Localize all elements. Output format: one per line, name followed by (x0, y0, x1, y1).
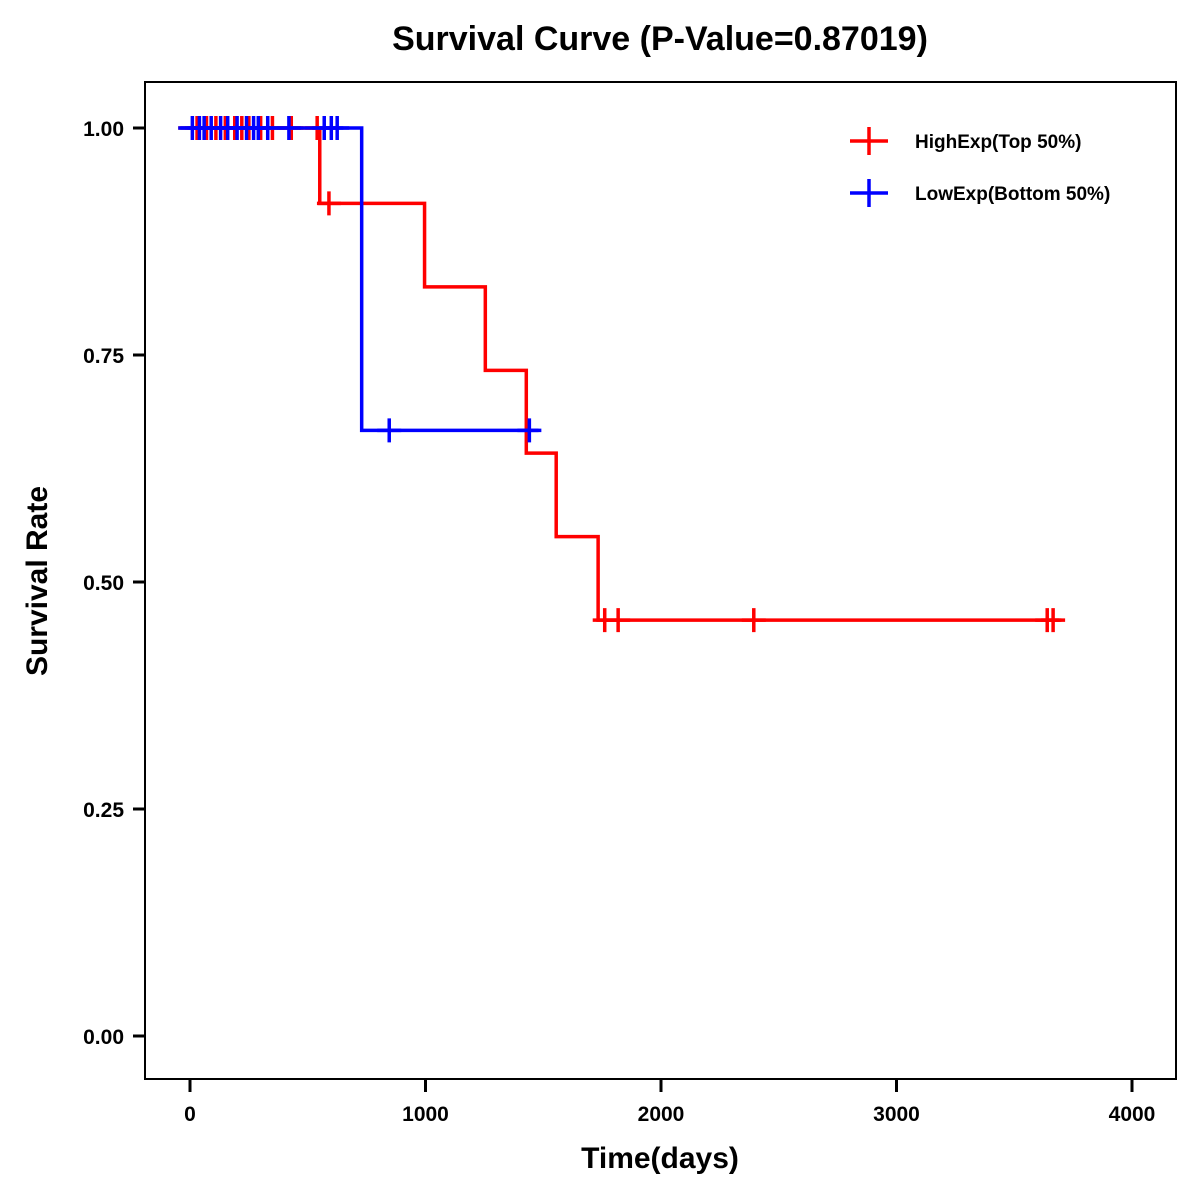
x-axis-label: Time(days) (581, 1142, 739, 1175)
censor-mark (255, 116, 280, 140)
y-tick-label: 1.00 (83, 118, 124, 141)
legend-cross-icon (850, 127, 888, 155)
x-tick-label: 3000 (873, 1103, 920, 1126)
legend-label: HighExp(Top 50%) (915, 132, 1081, 153)
legend-item: HighExp(Top 50%) (850, 127, 1081, 155)
x-tick-label: 2000 (638, 1103, 685, 1126)
legend-item: LowExp(Bottom 50%) (850, 179, 1110, 207)
plot-frame (144, 81, 1177, 1080)
legend-cross-icon (850, 179, 888, 207)
censor-mark (377, 418, 402, 443)
y-tick-label: 0.25 (83, 799, 124, 822)
censor-mark (606, 608, 631, 633)
y-tick-label: 0.75 (83, 345, 124, 368)
censor-mark (1041, 608, 1066, 633)
x-tick-label: 0 (184, 1103, 196, 1126)
y-tick-label: 0.50 (83, 572, 124, 595)
y-axis: 0.00 0.25 0.50 0.75 1.00 (83, 118, 145, 1049)
censor-mark (517, 418, 542, 443)
censor-mark (325, 116, 350, 140)
chart-title: Survival Curve (P-Value=0.87019) (392, 20, 928, 58)
y-axis-label: Survival Rate (21, 486, 54, 676)
legend-label: LowExp(Bottom 50%) (915, 184, 1110, 205)
x-tick-label: 1000 (402, 1103, 449, 1126)
x-tick-label: 4000 (1109, 1103, 1156, 1126)
series-low (178, 116, 542, 443)
censor-mark (316, 191, 341, 216)
survival-curves (178, 116, 1066, 633)
y-tick-label: 0.00 (83, 1026, 124, 1049)
x-axis: 0 1000 2000 3000 4000 (184, 1079, 1155, 1126)
censor-mark (276, 116, 301, 140)
legend: HighExp(Top 50%) LowExp(Bottom 50%) (850, 127, 1110, 207)
survival-step-line (178, 126, 539, 433)
censor-mark (741, 608, 766, 633)
